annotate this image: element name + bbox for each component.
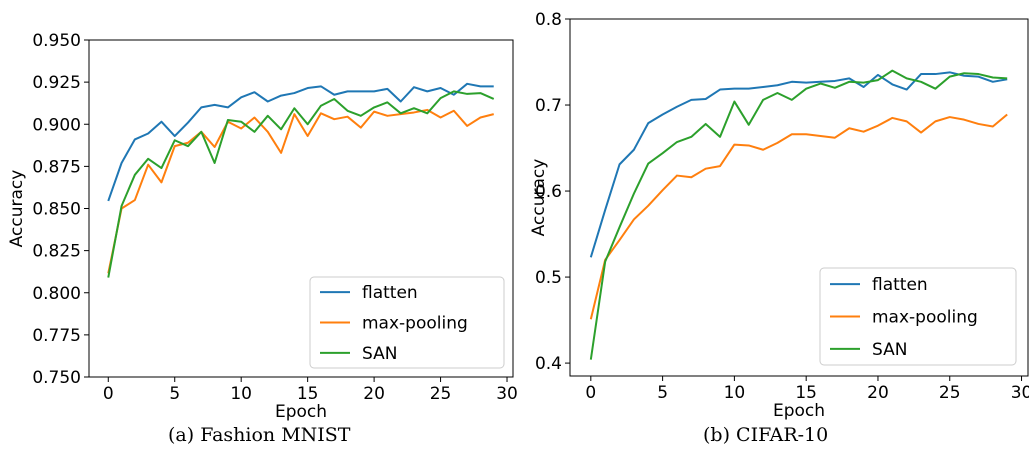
- y-tick-label: 0.850: [32, 200, 81, 220]
- chart-fashion-mnist: 0 5 10 15 20 25 30 0.750 0.775 0.800 0.825 0.850 0.8…: [7, 31, 518, 422]
- x-tick-label: 30: [496, 384, 518, 404]
- legend-box: [309, 276, 505, 369]
- y-tick-label: 0.8: [535, 10, 562, 30]
- x-axis-label: Epoch: [773, 401, 825, 421]
- y-tick-label: 0.6: [535, 182, 562, 202]
- y-tick-label: 0.950: [32, 31, 81, 51]
- legend-label-SAN: SAN: [362, 344, 397, 364]
- y-axis-label: Accuracy: [529, 159, 549, 237]
- series-line-SAN: [107, 90, 495, 278]
- y-tick-label: 0.775: [32, 326, 81, 346]
- legend: flatten max-pooling SAN: [309, 276, 505, 369]
- y-tick-label: 0.900: [32, 115, 81, 135]
- x-tick-label: 25: [430, 384, 452, 404]
- y-tick-label: 0.750: [32, 368, 81, 388]
- x-tick-label: 0: [585, 383, 596, 403]
- series-line-flatten: [589, 71, 1008, 258]
- y-tick-label: 0.925: [32, 73, 81, 93]
- x-axis-label: Epoch: [275, 402, 327, 422]
- y-tick-label: 0.800: [32, 284, 81, 304]
- series-lines: [107, 82, 495, 278]
- legend-label-SAN: SAN: [872, 340, 907, 360]
- y-tick-label: 0.825: [32, 242, 81, 262]
- x-tick-label: 5: [657, 383, 668, 403]
- legend: flatten max-pooling SAN: [819, 267, 1017, 366]
- y-tick-label: 0.7: [535, 96, 562, 116]
- y-tick-label: 0.4: [535, 354, 562, 374]
- y-axis-label: Accuracy: [7, 170, 27, 248]
- series-line-max-pooling: [107, 108, 494, 274]
- caption-cifar10: (b) CIFAR-10: [703, 424, 829, 446]
- x-tick-label: 25: [939, 383, 961, 403]
- series-line-flatten: [107, 82, 494, 202]
- series-line-max-pooling: [589, 113, 1008, 320]
- x-tick-label: 10: [230, 384, 252, 404]
- chart-cifar10: 0 5 10 15 20 25 30 0.4 0.5 0.6 0.7 0.8 Epoch Accuracy…: [529, 10, 1029, 421]
- legend-label-flatten: flatten: [872, 275, 928, 295]
- legend-label-flatten: flatten: [362, 283, 418, 303]
- legend-box: [819, 267, 1017, 366]
- x-tick-label: 15: [297, 384, 319, 404]
- x-tick-label: 0: [103, 384, 114, 404]
- x-tick-label: 20: [867, 383, 889, 403]
- x-tick-label: 20: [363, 384, 385, 404]
- legend-label-max-pooling: max-pooling: [362, 314, 468, 334]
- series-lines: [589, 69, 1008, 360]
- y-tick-label: 0.875: [32, 157, 81, 177]
- legend-label-max-pooling: max-pooling: [872, 308, 978, 328]
- series-line-SAN: [589, 69, 1008, 360]
- x-tick-label: 15: [795, 383, 817, 403]
- x-tick-label: 30: [1011, 383, 1029, 403]
- caption-fashion-mnist: (a) Fashion MNIST: [168, 424, 351, 446]
- x-tick-label: 5: [169, 384, 180, 404]
- x-tick-label: 10: [724, 383, 746, 403]
- axes-frame: [569, 18, 1029, 377]
- y-tick-label: 0.5: [535, 268, 562, 288]
